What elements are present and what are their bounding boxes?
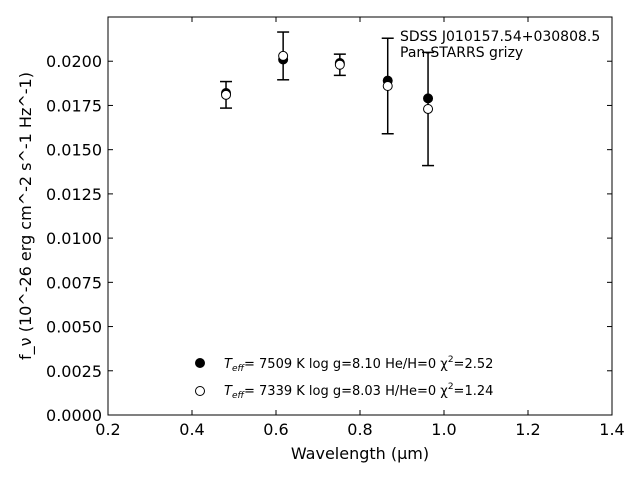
x-tick-label: 0.2: [95, 420, 120, 439]
y-tick-label: 0.0125: [46, 185, 102, 204]
model-point-open: [221, 89, 232, 100]
y-tick-label: 0.0025: [46, 362, 102, 381]
legend-marker-filled: [195, 358, 205, 368]
legend-marker-open: [195, 386, 205, 396]
x-axis-label: Wavelength (μm): [291, 444, 429, 463]
x-tick-label: 0.4: [179, 420, 204, 439]
model-point-open: [382, 80, 393, 91]
x-tick-label: 1.4: [599, 420, 624, 439]
y-tick-label: 0.0175: [46, 96, 102, 115]
data-points: [221, 50, 434, 114]
model-point-open: [334, 59, 345, 70]
legend-entry-2: Teff= 7339 K log g=8.03 H/He=0 χ2=1.24: [224, 382, 493, 401]
annotation-line-1: SDSS J010157.54+030808.5: [400, 29, 600, 45]
y-tick-label: 0.0100: [46, 229, 102, 248]
y-axis-label: f_ν (10^-26 erg cm^-2 s^-1 Hz^-1): [16, 72, 36, 360]
y-tick-label: 0.0050: [46, 318, 102, 337]
y-tick-label: 0.0000: [46, 406, 102, 425]
x-tick-label: 0.8: [347, 420, 372, 439]
x-tick-label: 0.6: [263, 420, 288, 439]
plot-frame: [107, 16, 613, 416]
annotation-line-2: Pan-STARRS grizy: [400, 45, 523, 61]
y-tick-label: 0.0150: [46, 141, 102, 160]
x-tick-label: 1.0: [431, 420, 456, 439]
model-point-open: [278, 50, 289, 61]
model-point-open: [423, 103, 434, 114]
legend-entry-1: Teff= 7509 K log g=8.10 He/H=0 χ2=2.52: [224, 355, 493, 374]
y-tick-label: 0.0200: [46, 52, 102, 71]
ticks: 0.2 0.4 0.6 0.8 1.0 1.2 1.4 0.0000 0.0025 0.0050 0…: [46, 17, 625, 439]
legend: Teff= 7509 K log g=8.10 He/H=0 χ2=2.52 T…: [195, 355, 493, 401]
x-tick-label: 1.2: [515, 420, 540, 439]
y-tick-label: 0.0075: [46, 273, 102, 292]
model-point-filled: [423, 93, 434, 104]
